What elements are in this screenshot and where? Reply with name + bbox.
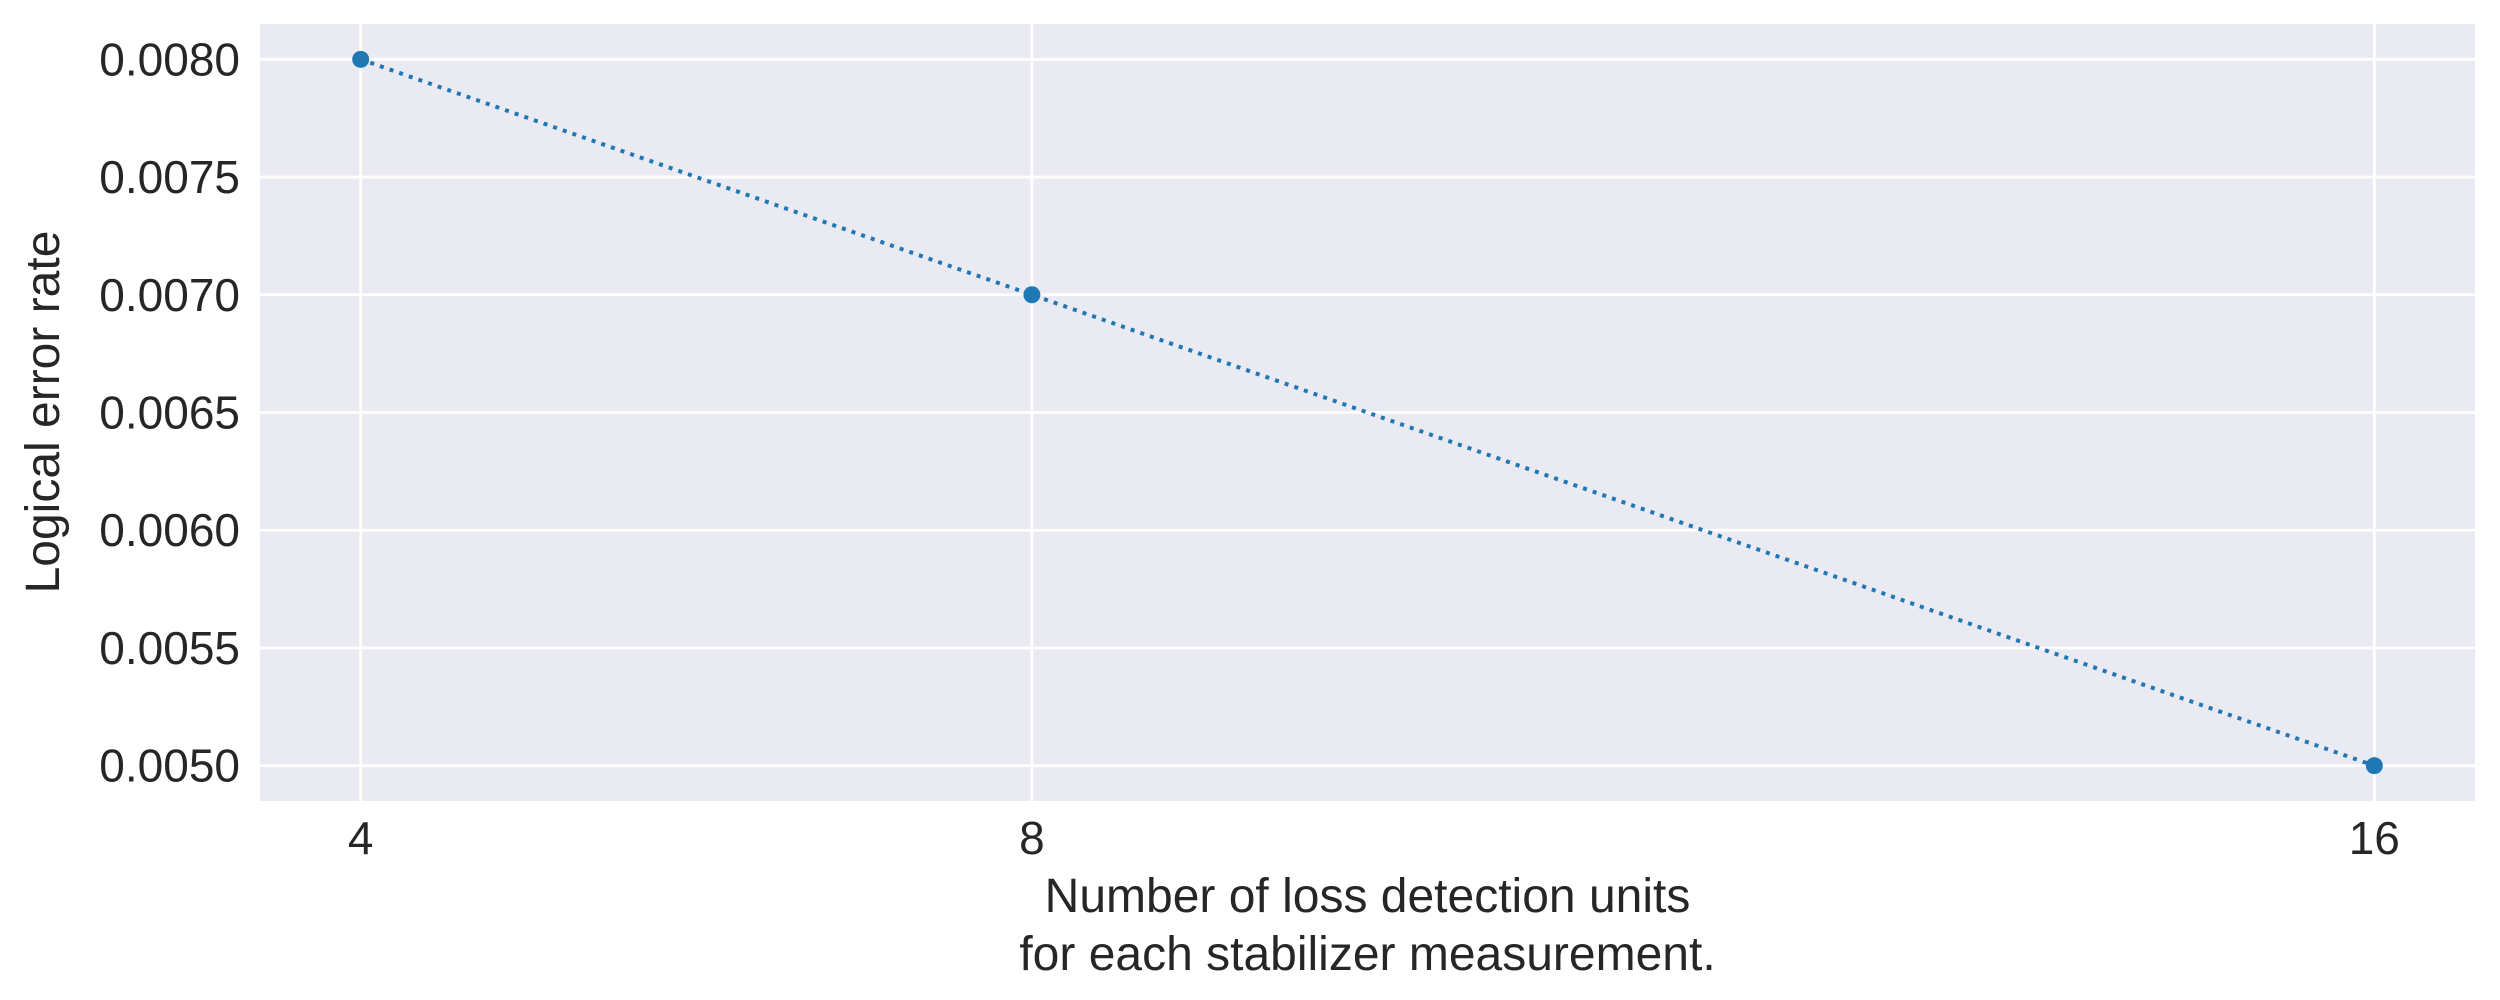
y-tick-label: 0.0060 [99,504,240,556]
y-tick-label: 0.0075 [99,151,240,203]
y-tick-label: 0.0050 [99,740,240,792]
data-point [352,50,370,68]
x-axis-label-line-2: for each stabilizer measurement. [1019,928,1716,981]
data-line [360,57,2375,768]
x-tick-label: 4 [348,812,374,864]
y-tick-label: 0.0070 [99,269,240,321]
y-tick-label: 0.0055 [99,622,240,674]
data-point [1023,286,1041,304]
y-axis-label: Logical error rate [17,230,70,594]
y-tick-label: 0.0065 [99,387,240,439]
x-axis-label-line-1: Number of loss detection units [1044,870,1691,923]
x-tick-label: 8 [1019,812,1045,864]
y-tick-label: 0.0080 [99,33,240,85]
x-tick-label: 16 [2349,812,2400,864]
data-point [2365,757,2383,775]
x-axis-label: Number of loss detection units for each … [260,868,2475,984]
